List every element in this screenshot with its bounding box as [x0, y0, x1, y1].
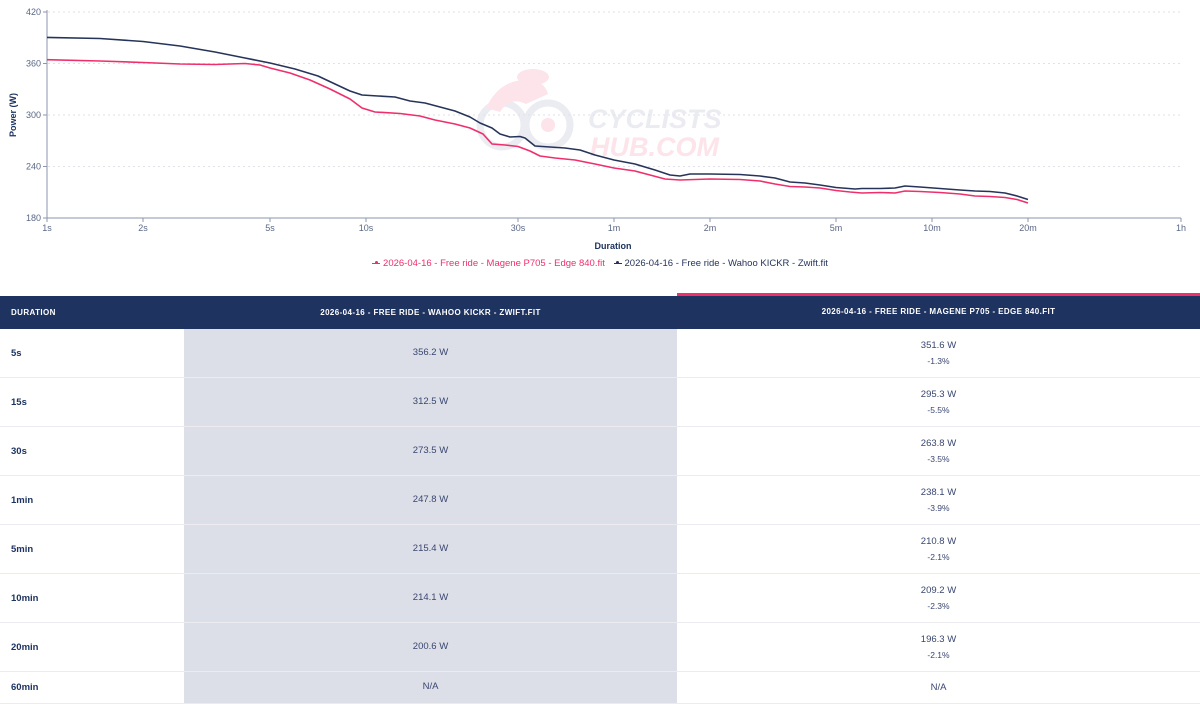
duration-cell: 15s	[0, 378, 184, 426]
svg-text:1h: 1h	[1176, 223, 1186, 233]
wahoo-value-cell: 312.5 W	[184, 378, 677, 426]
duration-cell: 5s	[0, 329, 184, 377]
diff-percent: -2.3%	[927, 601, 950, 611]
magene-value-cell: 210.8 W -2.1%	[677, 525, 1200, 573]
watermark-text-top: CYCLISTS	[588, 104, 722, 134]
watermark-logo: CYCLISTS HUB.COM	[476, 69, 722, 162]
header-magene-file[interactable]: 2026-04-16 - FREE RIDE - MAGENE P705 - E…	[677, 293, 1200, 329]
diff-percent: -2.1%	[927, 552, 950, 562]
duration-cell: 1min	[0, 476, 184, 524]
watermark-text-bottom: HUB.COM	[590, 132, 719, 162]
svg-text:2s: 2s	[138, 223, 148, 233]
magene-value-cell: 238.1 W -3.9%	[677, 476, 1200, 524]
wahoo-value-cell: 200.6 W	[184, 623, 677, 671]
magene-value-cell: 209.2 W -2.3%	[677, 574, 1200, 622]
table-row: 1min 247.8 W 238.1 W -3.9%	[0, 476, 1200, 525]
svg-text:20m: 20m	[1019, 223, 1037, 233]
svg-text:10s: 10s	[359, 223, 374, 233]
svg-text:180: 180	[26, 213, 41, 223]
svg-text:10m: 10m	[923, 223, 941, 233]
magene-value-cell: 196.3 W -2.1%	[677, 623, 1200, 671]
series-line-magene[interactable]	[46, 58, 1029, 204]
svg-text:30s: 30s	[511, 223, 526, 233]
duration-cell: 60min	[0, 672, 184, 703]
chart-legend: 2026-04-16 - Free ride - Magene P705 - E…	[0, 258, 1200, 269]
table-row: 60min N/A N/A	[0, 672, 1200, 704]
y-tick-labels: 420 360 300 240 180	[26, 7, 41, 223]
table-row: 20min 200.6 W 196.3 W -2.1%	[0, 623, 1200, 672]
x-tick-labels: 1s 2s 5s 10s 30s 1m 2m 5m 10m 20m 1h	[42, 223, 1186, 233]
diff-percent: -3.9%	[927, 503, 950, 513]
duration-cell: 10min	[0, 574, 184, 622]
svg-text:360: 360	[26, 59, 41, 69]
table-row: 5min 215.4 W 210.8 W -2.1%	[0, 525, 1200, 574]
duration-cell: 5min	[0, 525, 184, 573]
axes	[43, 10, 1182, 222]
table-header: DURATION 2026-04-16 - FREE RIDE - WAHOO …	[0, 293, 1200, 329]
wahoo-value-cell: N/A	[184, 672, 677, 703]
series-line-wahoo[interactable]	[46, 36, 1029, 201]
svg-text:1s: 1s	[42, 223, 52, 233]
table-row: 30s 273.5 W 263.8 W -3.5%	[0, 427, 1200, 476]
svg-text:300: 300	[26, 110, 41, 120]
magene-value-cell: N/A	[677, 672, 1200, 703]
diff-percent: -2.1%	[927, 650, 950, 660]
magene-value-cell: 351.6 W -1.3%	[677, 329, 1200, 377]
svg-text:2m: 2m	[704, 223, 717, 233]
svg-text:240: 240	[26, 162, 41, 172]
wahoo-value-cell: 247.8 W	[184, 476, 677, 524]
table-row: 5s 356.2 W 351.6 W -1.3%	[0, 329, 1200, 378]
wahoo-value-cell: 273.5 W	[184, 427, 677, 475]
y-axis-title: Power (W)	[8, 93, 18, 137]
diff-percent: -5.5%	[927, 405, 950, 415]
x-axis-title: Duration	[595, 241, 632, 251]
wahoo-value-cell: 356.2 W	[184, 329, 677, 377]
table-row: 15s 312.5 W 295.3 W -5.5%	[0, 378, 1200, 427]
duration-cell: 20min	[0, 623, 184, 671]
magene-value-cell: 295.3 W -5.5%	[677, 378, 1200, 426]
power-curve-chart: CYCLISTS HUB.COM	[0, 0, 1200, 280]
magene-value-cell: 263.8 W -3.5%	[677, 427, 1200, 475]
legend-item-wahoo[interactable]: 2026-04-16 - Free ride - Wahoo KICKR - Z…	[613, 258, 828, 269]
chart-plot: CYCLISTS HUB.COM	[8, 7, 1186, 251]
power-comparison-table: DURATION 2026-04-16 - FREE RIDE - WAHOO …	[0, 293, 1200, 704]
svg-text:5m: 5m	[830, 223, 843, 233]
duration-cell: 30s	[0, 427, 184, 475]
wahoo-value-cell: 215.4 W	[184, 525, 677, 573]
svg-text:5s: 5s	[265, 223, 275, 233]
line-marker-icon	[372, 260, 381, 266]
header-wahoo-file[interactable]: 2026-04-16 - FREE RIDE - WAHOO KICKR - Z…	[320, 308, 541, 317]
wahoo-value-cell: 214.1 W	[184, 574, 677, 622]
svg-text:420: 420	[26, 7, 41, 17]
legend-item-magene[interactable]: 2026-04-16 - Free ride - Magene P705 - E…	[372, 258, 605, 269]
svg-text:1m: 1m	[608, 223, 621, 233]
header-duration[interactable]: DURATION	[11, 308, 56, 317]
diff-percent: -1.3%	[927, 356, 950, 366]
diff-percent: -3.5%	[927, 454, 950, 464]
line-marker-icon	[613, 260, 622, 266]
y-gridlines	[48, 11, 1181, 167]
table-row: 10min 214.1 W 209.2 W -2.3%	[0, 574, 1200, 623]
